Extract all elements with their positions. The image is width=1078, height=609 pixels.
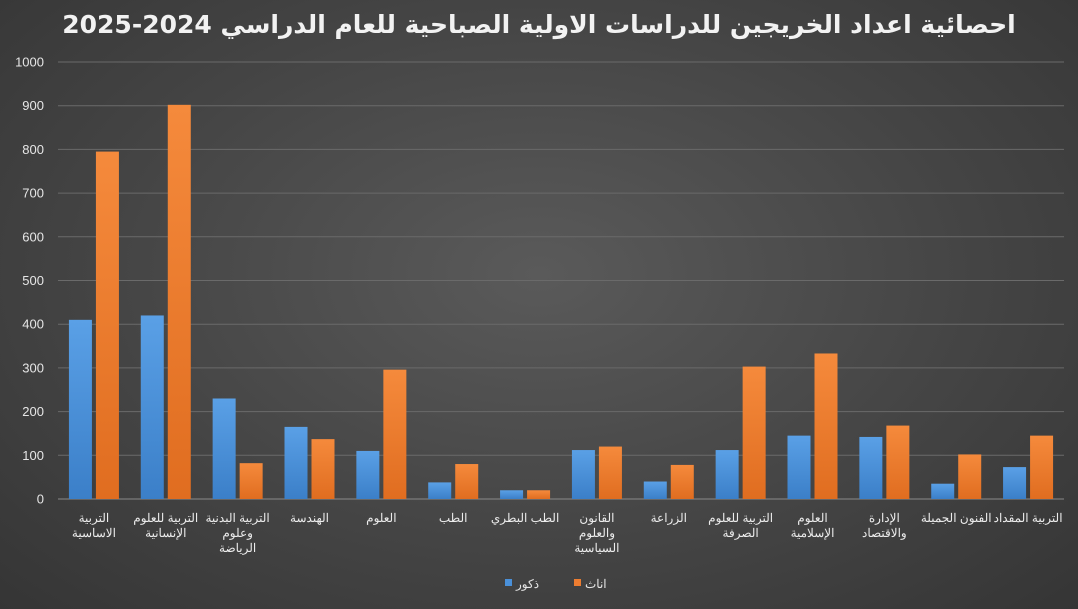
x-tick-label-line: الزراعة [651, 511, 687, 525]
x-tick-label-line: الطب البطري [491, 511, 559, 525]
bar-female [814, 353, 838, 499]
gridlines [58, 61, 1064, 500]
bar-female [311, 439, 335, 499]
legend: ذكور اناث [505, 577, 607, 591]
chart-title: احصائية اعداد الخريجين للدراسات الاولية … [62, 10, 1015, 40]
x-tick-label: الهندسة [290, 511, 329, 525]
x-tick-label: التربية المقداد [994, 511, 1063, 525]
y-axis-ticks: 0 100 200 300 400 500 600 700 800 900 1000 [15, 55, 44, 507]
x-tick-label-line: العلوم [797, 511, 827, 525]
y-tick-label: 800 [22, 142, 44, 157]
x-tick-label-line: القانون [579, 511, 614, 525]
bars [68, 104, 1054, 500]
x-tick-label-line: الاساسية [72, 526, 116, 540]
legend-swatch [505, 579, 512, 586]
y-tick-label: 500 [22, 273, 44, 288]
x-tick-label-line: التربية البدنية [206, 511, 270, 525]
x-tick-label-line: التربية المقداد [994, 511, 1063, 525]
bar-male [571, 450, 595, 499]
legend-label: اناث [585, 577, 607, 591]
bar-male [68, 319, 92, 499]
bar-female [239, 463, 263, 499]
bar-female [742, 366, 766, 499]
y-tick-label: 900 [22, 98, 44, 113]
x-tick-label-line: الإسلامية [791, 526, 835, 541]
x-tick-label: الفنون الجميلة [921, 511, 992, 525]
bar-male [212, 398, 236, 499]
x-tick-label-line: الإنسانية [145, 526, 186, 541]
bar-female [886, 425, 910, 499]
legend-swatch [574, 579, 581, 586]
bar-female [598, 446, 622, 499]
x-tick-label-line: وعلوم [222, 526, 253, 540]
bar-male [643, 481, 667, 499]
y-tick-label: 600 [22, 229, 44, 244]
x-tick-label-line: الفنون الجميلة [921, 511, 992, 525]
x-tick-label: التربية للعلوم الصرفة [708, 511, 773, 540]
x-tick-label: العلوم الإسلامية [791, 511, 835, 541]
y-tick-label: 200 [22, 404, 44, 419]
bar-male [500, 490, 524, 499]
x-tick-label-line: الصرفة [723, 526, 759, 540]
x-tick-label-line: والاقتصاد [862, 526, 907, 540]
x-tick-label: الطب البطري [491, 511, 559, 525]
x-tick-label: التربية للعلوم الإنسانية [133, 511, 198, 541]
bar-male [140, 315, 164, 499]
x-tick-label-line: التربية للعلوم [708, 511, 773, 525]
x-tick-label: الزراعة [651, 511, 687, 525]
y-tick-label: 0 [37, 492, 44, 507]
bar-male [356, 450, 380, 499]
x-tick-label: الإدارة والاقتصاد [862, 511, 907, 540]
x-tick-label: التربية الاساسية [72, 511, 116, 540]
x-tick-label-line: السياسية [574, 541, 619, 555]
x-tick-label: الطب [439, 511, 468, 525]
bar-male [715, 450, 739, 499]
bar-female [383, 369, 407, 499]
bar-female [1030, 435, 1054, 499]
x-tick-label-line: الهندسة [290, 511, 329, 525]
bar-female [527, 490, 551, 499]
bar-female [167, 104, 191, 500]
bar-male [428, 482, 452, 499]
x-tick-label-line: التربية [79, 511, 110, 525]
bar-female [958, 454, 982, 499]
bar-male [1003, 467, 1027, 499]
bar-male [284, 426, 308, 499]
y-tick-label: 400 [22, 317, 44, 332]
y-tick-label: 100 [22, 448, 44, 463]
y-tick-label: 700 [22, 186, 44, 201]
bar-male [787, 435, 811, 499]
x-tick-label-line: العلوم [366, 511, 396, 525]
bar-female [95, 151, 119, 499]
bar-female [670, 464, 694, 499]
bar-male [931, 483, 955, 499]
x-tick-label-line: الإدارة [869, 511, 900, 526]
y-tick-label: 300 [22, 360, 44, 375]
bar-female [455, 464, 479, 499]
y-tick-label: 1000 [15, 55, 44, 70]
x-tick-label-line: الرياضة [219, 541, 256, 555]
bar-male [859, 436, 883, 499]
x-tick-label: التربية البدنية وعلوم الرياضة [206, 511, 270, 555]
x-tick-label: القانون والعلوم السياسية [574, 511, 619, 555]
x-tick-label-line: والعلوم [579, 526, 615, 540]
x-tick-label-line: الطب [439, 511, 468, 525]
legend-label: ذكور [515, 577, 539, 591]
x-tick-label-line: التربية للعلوم [133, 511, 198, 525]
x-tick-label: العلوم [366, 511, 396, 525]
